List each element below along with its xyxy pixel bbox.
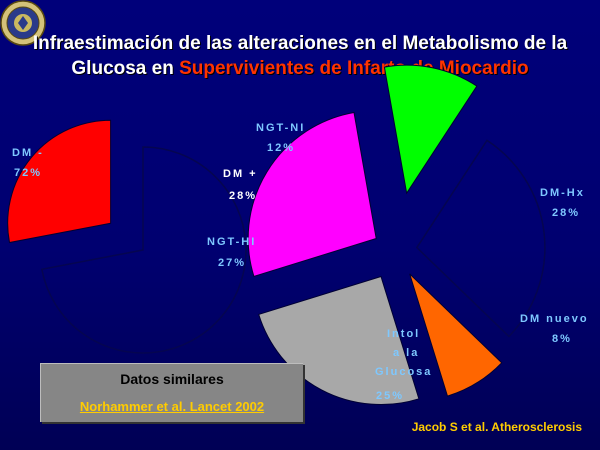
- slice-label-line: a la: [393, 347, 419, 359]
- slice-label-ngt-hi: NGT-HI 27%: [207, 236, 256, 269]
- pie-slice-ngt-ni: [383, 64, 478, 195]
- slice-label-name: NGT-NI: [256, 122, 305, 134]
- pie-chart-dm: [7, 119, 247, 354]
- slice-label-value: 25%: [376, 390, 404, 402]
- slice-label-name: DM-Hx: [540, 187, 585, 199]
- slice-label-name: DM -: [12, 147, 44, 159]
- slice-label-name: DM +: [223, 168, 258, 180]
- note-reference: Norhammer et al. Lancet 2002: [79, 399, 265, 414]
- pie-slice-ngt-hi: [247, 111, 377, 278]
- similar-data-note: Datos similares Norhammer et al. Lancet …: [40, 363, 303, 422]
- slice-label-name: NGT-HI: [207, 236, 256, 248]
- slice-label-value: 12%: [267, 142, 295, 154]
- pie-slice-dm-hx: [415, 139, 546, 338]
- slice-label-value: 8%: [552, 333, 572, 345]
- slice-label-value: 28%: [552, 207, 580, 219]
- slice-label-value: 72%: [14, 167, 42, 179]
- slice-label-dm-nuevo: DM nuevo 8%: [520, 313, 589, 345]
- slice-label-dm-hx: DM-Hx 28%: [540, 187, 585, 219]
- slice-label-line: Glucosa: [375, 366, 432, 378]
- slice-label-dm-plus: DM + 28%: [223, 168, 258, 202]
- slice-label-ngt-ni: NGT-NI 12%: [256, 122, 305, 154]
- title-prefix: Glucosa en: [71, 58, 180, 79]
- slice-label-intol-glucosa: Intol a la Glucosa 25%: [375, 328, 432, 402]
- pie-slice-dm: [7, 119, 112, 244]
- pie-slice-dm-nuevo: [409, 273, 503, 397]
- slice-label-name: DM nuevo: [520, 313, 589, 325]
- slice-label-value: 27%: [218, 257, 246, 269]
- slice-label-dm-minus: DM - 72%: [12, 147, 44, 179]
- chart-title: Infraestimación de las alteraciones en e…: [32, 33, 568, 54]
- source-citation: Jacob S et al. Atherosclerosis: [411, 420, 582, 434]
- slice-label-name: Intol a la Glucosa: [375, 328, 432, 378]
- slice-label-line: Intol: [387, 328, 420, 340]
- university-seal-icon: [0, 0, 46, 46]
- note-heading: Datos similares: [120, 371, 224, 387]
- pie-slice-dm: [40, 146, 247, 354]
- slice-label-value: 28%: [229, 190, 257, 202]
